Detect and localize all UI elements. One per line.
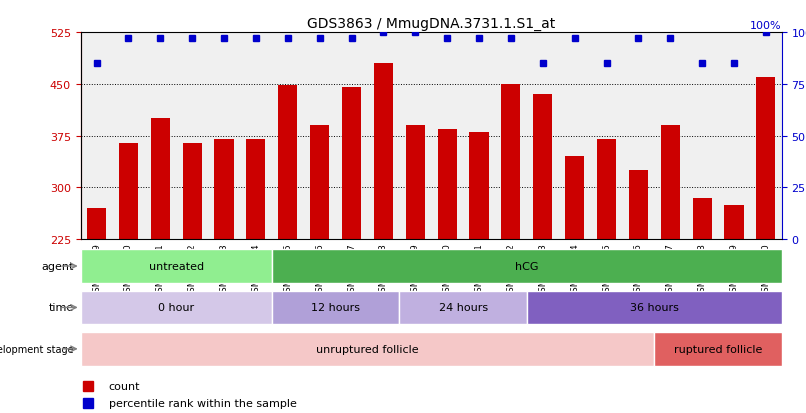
Bar [565, 157, 584, 240]
Text: 24 hours: 24 hours [438, 303, 488, 313]
FancyBboxPatch shape [399, 291, 527, 325]
Bar [661, 126, 679, 240]
FancyBboxPatch shape [81, 332, 654, 366]
Text: 0 hour: 0 hour [158, 303, 194, 313]
Text: time: time [48, 303, 73, 313]
Bar [247, 140, 265, 240]
Bar [374, 64, 393, 240]
FancyBboxPatch shape [527, 291, 782, 325]
Bar [725, 205, 744, 240]
Text: 100%: 100% [750, 21, 782, 31]
Text: unruptured follicle: unruptured follicle [316, 344, 419, 354]
Text: hCG: hCG [515, 261, 538, 271]
Text: 12 hours: 12 hours [311, 303, 360, 313]
Text: 36 hours: 36 hours [629, 303, 679, 313]
Bar [405, 126, 425, 240]
Bar [534, 95, 552, 240]
FancyBboxPatch shape [272, 249, 782, 283]
Text: agent: agent [41, 261, 73, 271]
Bar [151, 119, 170, 240]
Bar [438, 129, 457, 240]
Bar [342, 88, 361, 240]
Bar [756, 78, 775, 240]
Text: untreated: untreated [148, 261, 204, 271]
Bar [629, 171, 648, 240]
Bar [469, 133, 488, 240]
Bar [118, 143, 138, 240]
Bar [597, 140, 616, 240]
Bar [310, 126, 329, 240]
Bar [87, 209, 106, 240]
Bar [183, 143, 202, 240]
FancyBboxPatch shape [654, 332, 782, 366]
FancyBboxPatch shape [81, 291, 272, 325]
Bar [501, 85, 521, 240]
FancyBboxPatch shape [272, 291, 399, 325]
Title: GDS3863 / MmugDNA.3731.1.S1_at: GDS3863 / MmugDNA.3731.1.S1_at [307, 17, 555, 31]
Bar [278, 86, 297, 240]
Text: development stage: development stage [0, 344, 73, 354]
Text: ruptured follicle: ruptured follicle [674, 344, 762, 354]
FancyBboxPatch shape [81, 249, 272, 283]
Text: percentile rank within the sample: percentile rank within the sample [109, 398, 297, 408]
Bar [214, 140, 234, 240]
Text: count: count [109, 381, 140, 391]
Bar [692, 198, 712, 240]
